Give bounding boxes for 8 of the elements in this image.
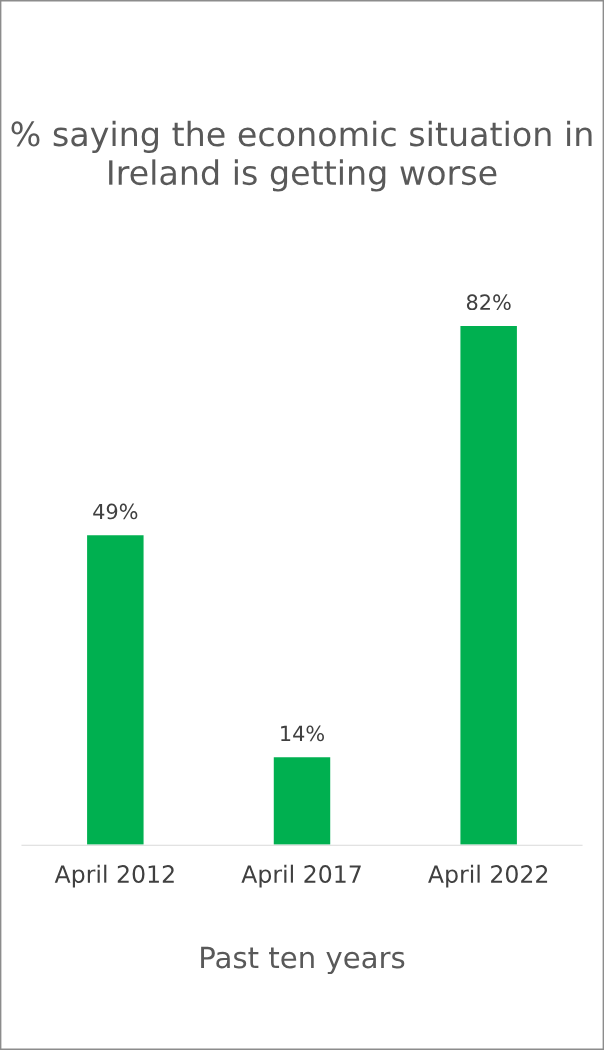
data-label: 14% — [281, 725, 324, 742]
x-tick-label: April 2017 — [241, 864, 361, 888]
x-tick-label: April 2022 — [428, 864, 548, 888]
x-axis-title: Past ten years — [201, 946, 405, 975]
data-label: 82% — [466, 294, 511, 311]
x-tick-label: April 2012 — [54, 864, 174, 888]
data-label: 49% — [93, 503, 138, 520]
chart-title: % saying the economic situation in Ireland is getting worse — [11, 120, 592, 192]
